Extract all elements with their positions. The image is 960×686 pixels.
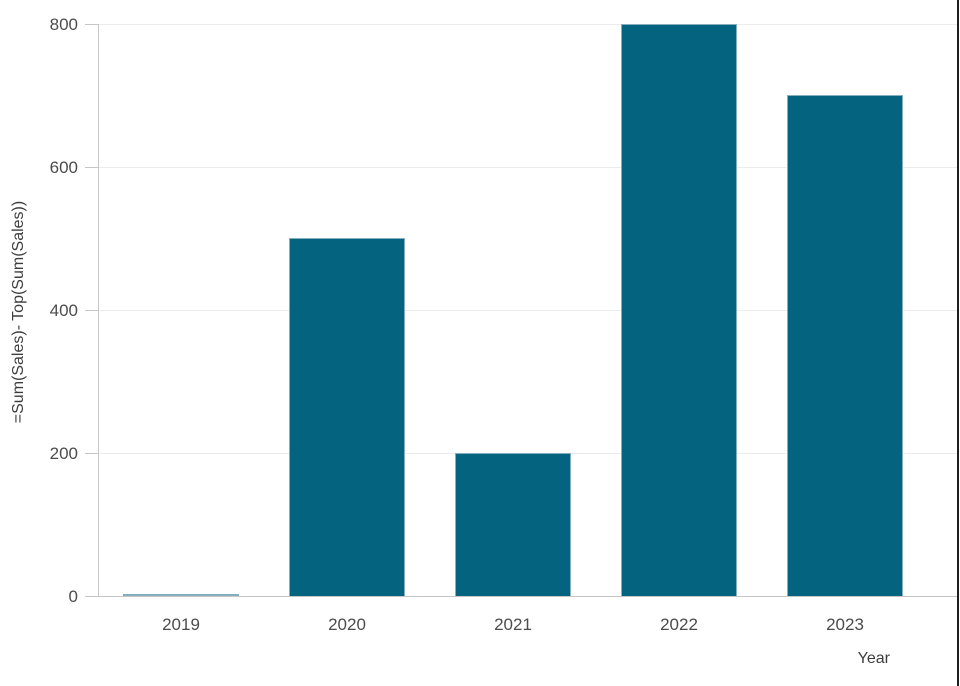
bar[interactable] bbox=[787, 95, 903, 596]
y-tick-label: 0 bbox=[68, 587, 78, 606]
y-axis-line bbox=[98, 24, 99, 596]
x-tick-label: 2020 bbox=[328, 615, 366, 634]
y-axis-tick bbox=[85, 596, 98, 597]
y-tick-label: 400 bbox=[49, 301, 78, 320]
x-tick-label: 2022 bbox=[660, 615, 698, 634]
y-axis-tick bbox=[85, 24, 98, 25]
bar[interactable] bbox=[621, 24, 737, 596]
y-axis-tick bbox=[85, 453, 98, 454]
bar[interactable] bbox=[455, 453, 571, 596]
gridline bbox=[98, 24, 957, 25]
bar[interactable] bbox=[123, 594, 239, 596]
x-tick-label: 2021 bbox=[494, 615, 532, 634]
x-tick-label: 2023 bbox=[826, 615, 864, 634]
bar[interactable] bbox=[289, 238, 405, 596]
x-tick-label: 2019 bbox=[162, 615, 200, 634]
y-tick-label: 600 bbox=[49, 158, 78, 177]
y-axis-tick bbox=[85, 310, 98, 311]
y-tick-label: 200 bbox=[49, 444, 78, 463]
x-axis-title: Year bbox=[857, 650, 890, 667]
y-axis-tick bbox=[85, 167, 98, 168]
y-tick-label: 800 bbox=[49, 15, 78, 34]
x-axis-baseline bbox=[98, 596, 957, 597]
gridline bbox=[98, 167, 957, 168]
gridline bbox=[98, 310, 957, 311]
window-right-border bbox=[957, 0, 959, 686]
